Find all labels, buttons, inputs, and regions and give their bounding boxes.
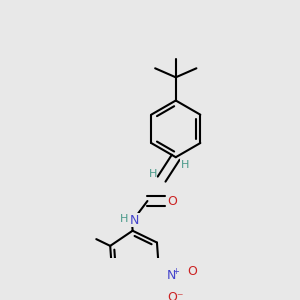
Text: O: O [187, 266, 197, 278]
Text: H: H [148, 169, 157, 179]
Text: O: O [167, 194, 177, 208]
Text: +: + [172, 267, 179, 276]
Text: N: N [130, 214, 139, 227]
Text: H: H [120, 214, 128, 224]
Text: N: N [167, 269, 176, 282]
Text: H: H [181, 160, 189, 170]
Text: O⁻: O⁻ [167, 291, 184, 300]
